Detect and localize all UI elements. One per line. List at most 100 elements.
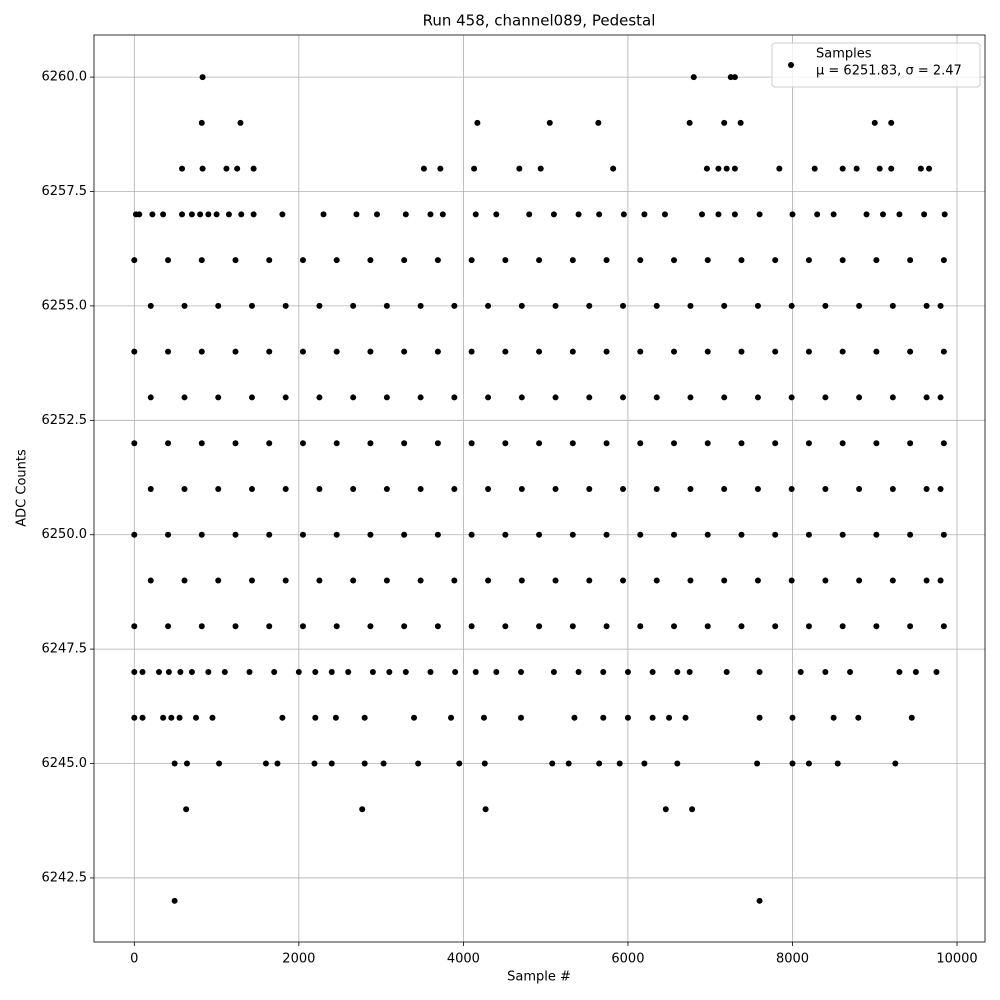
point [653,577,660,584]
point [312,714,319,721]
point [188,669,195,676]
point [266,531,273,538]
point [822,485,829,492]
point [367,348,374,355]
point [474,119,481,126]
point [772,531,779,538]
point [451,577,458,584]
point [402,669,409,676]
point [876,165,883,172]
point [199,74,206,81]
point [282,485,289,492]
point [789,760,796,767]
point [789,714,796,721]
point [439,211,446,218]
point [131,440,138,447]
point [518,485,525,492]
point [624,714,631,721]
point [788,485,795,492]
point [552,394,559,401]
point [502,531,509,538]
point [536,623,543,630]
point [754,485,761,492]
point [772,623,779,630]
point [704,440,711,447]
point [147,577,154,584]
point [620,211,627,218]
point [147,394,154,401]
point [518,577,525,584]
point [299,257,306,264]
point [517,714,524,721]
point [687,394,694,401]
y-tick-label: 6242.5 [42,870,88,885]
point [923,577,930,584]
point [896,211,903,218]
point [434,531,441,538]
point [686,669,693,676]
point [788,302,795,309]
point [216,760,223,767]
point [482,806,489,813]
point [333,257,340,264]
point [131,623,138,630]
point [937,394,944,401]
point [805,760,812,767]
point [493,211,500,218]
point [856,394,863,401]
point [624,669,631,676]
chart-title: Run 458, channel089, Pedestal [423,12,656,30]
point [199,165,206,172]
point [223,165,230,172]
point [502,440,509,447]
legend-marker [788,62,794,68]
point [933,669,940,676]
point [168,714,175,721]
point [131,714,138,721]
point [147,485,154,492]
point [797,669,804,676]
point [452,669,459,676]
point [907,623,914,630]
point [472,211,479,218]
point [232,623,239,630]
point [536,257,543,264]
point [686,119,693,126]
point [937,485,944,492]
point [907,348,914,355]
point [383,485,390,492]
point [853,165,860,172]
point [940,440,947,447]
point [232,531,239,538]
point [198,119,205,126]
point [367,623,374,630]
point [805,531,812,538]
point [437,165,444,172]
point [361,760,368,767]
point [855,714,862,721]
point [940,623,947,630]
point [721,485,728,492]
point [333,623,340,630]
point [940,531,947,538]
point [822,394,829,401]
point [225,211,232,218]
point [383,394,390,401]
points [131,74,948,904]
point [772,257,779,264]
point [401,531,408,538]
point [754,394,761,401]
point [248,485,255,492]
point [847,669,854,676]
point [937,577,944,584]
x-tick-label: 10000 [936,952,977,967]
point [721,302,728,309]
point [131,669,138,676]
point [908,714,915,721]
y-tick-label: 6260.0 [42,70,88,85]
point [926,165,933,172]
point [502,623,509,630]
point [401,348,408,355]
point [653,302,660,309]
